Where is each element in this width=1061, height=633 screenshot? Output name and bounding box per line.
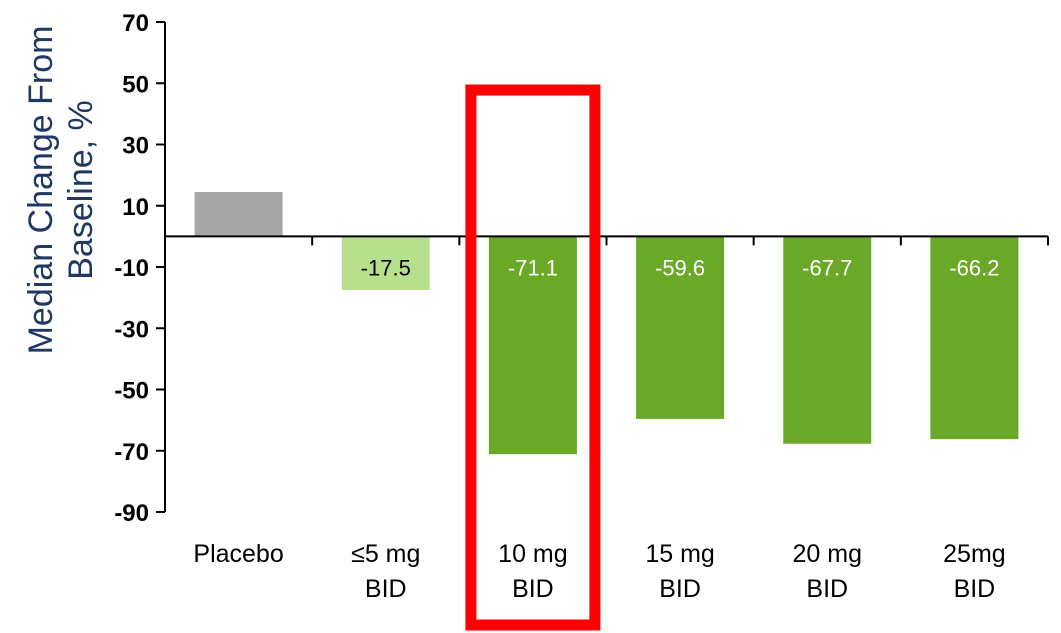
- y-axis-title-line-1: Median Change From: [22, 26, 60, 355]
- y-tick-label: -50: [114, 378, 149, 405]
- y-tick-label: -90: [114, 500, 149, 527]
- data-label: -71.1: [508, 255, 558, 280]
- y-tick-label: -30: [114, 316, 149, 343]
- bar-3: [636, 236, 725, 419]
- y-tick-label: 50: [122, 71, 149, 98]
- data-label: -17.5: [361, 255, 411, 280]
- bars: [194, 191, 1019, 455]
- bar-0: [194, 191, 283, 237]
- x-tick-label: BID: [659, 575, 701, 603]
- x-tick-labels: Placebo ≤5 mg BID 10 mg BID 15 mg BID 20 mg BID 2…: [193, 540, 1005, 603]
- x-tick-label: BID: [365, 575, 407, 603]
- bar-2: [488, 236, 577, 455]
- x-tick-label: Placebo: [193, 540, 283, 568]
- bar-4: [783, 236, 872, 444]
- x-tick-label: BID: [512, 575, 554, 603]
- y-tick-label: -70: [114, 439, 149, 466]
- data-label: -66.2: [949, 255, 999, 280]
- highlight-box: [465, 84, 601, 631]
- x-tick-label: 20 mg: [793, 540, 862, 568]
- data-label-bg: [348, 252, 423, 283]
- x-tick-label: ≤5 mg: [351, 540, 420, 568]
- x-tick-label: BID: [806, 575, 848, 603]
- data-labels: -17.5 -71.1 -59.6 -67.7 -66.2: [348, 252, 999, 283]
- x-tick-label: BID: [954, 575, 996, 603]
- y-tick-label: 30: [122, 133, 149, 160]
- data-label: -67.7: [802, 255, 852, 280]
- x-tick-label: 15 mg: [645, 540, 714, 568]
- x-axis: [165, 235, 1049, 246]
- bar-5: [930, 236, 1019, 440]
- y-axis-title-line-2: Baseline, %: [62, 100, 100, 280]
- x-tick-label: 25mg: [943, 540, 1006, 568]
- y-axis-title: Median Change From Baseline, %: [22, 26, 100, 355]
- x-tick-label: 10 mg: [498, 540, 567, 568]
- highlight-rect: [465, 84, 601, 631]
- y-tick-label: 70: [122, 10, 149, 37]
- y-axis: 70 50 30 10 -10 -30 -50 -70 -90: [114, 10, 166, 527]
- y-tick-label: -10: [114, 255, 149, 282]
- y-tick-label: 10: [122, 194, 149, 221]
- data-label: -59.6: [655, 255, 705, 280]
